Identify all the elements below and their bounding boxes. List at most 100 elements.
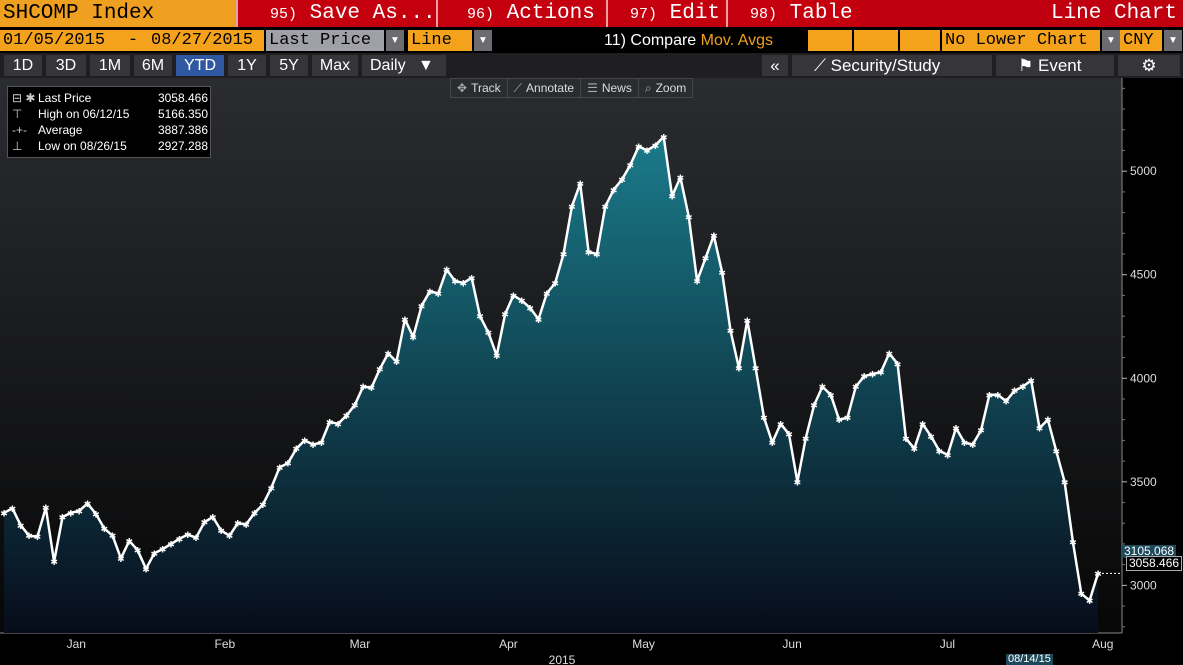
data-point: ✱ bbox=[267, 485, 275, 495]
period-3d-button[interactable]: 3D bbox=[46, 55, 86, 76]
actions-menu[interactable]: 96) Actions ▾ bbox=[436, 0, 606, 50]
data-point: ✱ bbox=[660, 133, 668, 143]
caret-down-icon: ▼ bbox=[418, 57, 434, 74]
data-point: ✱ bbox=[409, 333, 417, 343]
data-point: ✱ bbox=[844, 414, 852, 424]
security-study-button[interactable]: ⟋ Security/Study bbox=[792, 55, 992, 76]
chevron-down-icon[interactable]: ▼ bbox=[474, 30, 492, 51]
period-5y-button[interactable]: 5Y bbox=[270, 55, 308, 76]
news-icon: ☰ bbox=[587, 81, 598, 95]
frequency-select[interactable]: Daily ▼ bbox=[362, 55, 446, 76]
start-date-field[interactable]: 01/05/2015 bbox=[0, 30, 118, 51]
legend-label: Low on 08/26/15 bbox=[38, 139, 127, 153]
period-max-button[interactable]: Max bbox=[312, 55, 358, 76]
price-chart[interactable]: 3000 3500 4000 4500 5000 Jan Feb Mar Apr May Jun Ju… bbox=[0, 78, 1183, 665]
data-point: ✱ bbox=[551, 280, 559, 290]
currency-select[interactable]: CNY bbox=[1120, 30, 1162, 51]
data-point: ✱ bbox=[1086, 597, 1094, 607]
period-1y-button[interactable]: 1Y bbox=[228, 55, 266, 76]
period-6m-button[interactable]: 6M bbox=[134, 55, 172, 76]
x-tick-label: Apr bbox=[499, 637, 518, 651]
data-point: ✱ bbox=[936, 447, 944, 457]
y-tick-label: 3000 bbox=[1130, 578, 1157, 592]
data-point: ✱ bbox=[969, 441, 977, 451]
low-marker-icon: ⊥ bbox=[12, 139, 23, 153]
data-point: ✱ bbox=[284, 460, 292, 470]
data-point: ✱ bbox=[209, 514, 217, 524]
lower-chart-select[interactable]: No Lower Chart bbox=[942, 30, 1100, 51]
annotate-tool[interactable]: ⟋ Annotate bbox=[508, 79, 582, 97]
data-point: ✱ bbox=[368, 384, 376, 394]
menu-number: 96) bbox=[467, 6, 495, 23]
compare-button[interactable]: 11) Compare Mov. Avgs bbox=[604, 30, 773, 51]
data-point: ✱ bbox=[1027, 377, 1035, 387]
crosshair-date-tag: 08/14/15 bbox=[1006, 653, 1053, 665]
end-date-field[interactable]: 08/27/2015 bbox=[148, 30, 264, 51]
compare-label: 11) Compare bbox=[604, 32, 697, 49]
zoom-tool[interactable]: ⌕ Zoom bbox=[639, 79, 692, 97]
flag-icon: ⚑ bbox=[1018, 56, 1034, 75]
data-point: ✱ bbox=[326, 418, 334, 428]
field-select[interactable]: Last Price bbox=[266, 30, 384, 51]
data-point: ✱ bbox=[426, 288, 434, 298]
data-point: ✱ bbox=[117, 555, 125, 565]
news-tool[interactable]: ☰ News bbox=[581, 79, 639, 97]
data-point: ✱ bbox=[927, 433, 935, 443]
legend-value: 3058.466 bbox=[157, 91, 208, 105]
edit-menu[interactable]: 97) Edit ▾ bbox=[606, 0, 726, 50]
track-tool[interactable]: ✥ Track bbox=[451, 79, 508, 97]
data-point: ✱ bbox=[802, 435, 810, 445]
data-point: ✱ bbox=[1069, 538, 1077, 548]
menu-label: Edit bbox=[669, 2, 721, 25]
data-point: ✱ bbox=[702, 255, 710, 265]
security-study-label: Security/Study bbox=[830, 56, 941, 75]
data-point: ✱ bbox=[167, 540, 175, 550]
menu-label: Save As... bbox=[309, 2, 436, 25]
pencil-icon: ⟋ bbox=[513, 81, 523, 95]
chart-toolbar: ✥ Track ⟋ Annotate ☰ News ⌕ Zoom bbox=[450, 78, 694, 98]
data-point: ✱ bbox=[585, 248, 593, 258]
data-point: ✱ bbox=[1002, 398, 1010, 408]
data-point: ✱ bbox=[318, 439, 326, 449]
chevron-down-icon[interactable]: ▼ bbox=[386, 30, 404, 51]
data-point: ✱ bbox=[827, 391, 835, 401]
gear-icon[interactable]: ⚙ bbox=[1118, 55, 1180, 76]
chevron-down-icon[interactable]: ▼ bbox=[1102, 30, 1120, 51]
legend-value: 2927.288 bbox=[157, 139, 208, 153]
data-point: ✱ bbox=[142, 565, 150, 575]
chart-line-icon: ⟋ bbox=[814, 56, 826, 75]
data-point: ✱ bbox=[643, 147, 651, 157]
chart-legend[interactable]: ⊟ ✱ Last Price 3058.466 ⊤ High on 06/12/15 5… bbox=[7, 86, 211, 158]
data-point: ✱ bbox=[852, 383, 860, 393]
event-button[interactable]: ⚑ Event bbox=[996, 55, 1114, 76]
price-series-line[interactable] bbox=[3, 135, 1100, 602]
compare-slot-3[interactable] bbox=[900, 30, 940, 51]
data-point: ✱ bbox=[994, 391, 1002, 401]
legend-row-low: ⊥ Low on 08/26/15 2927.288 bbox=[12, 138, 208, 154]
style-select[interactable]: Line bbox=[408, 30, 472, 51]
x-tick-label: May bbox=[632, 637, 655, 651]
data-point: ✱ bbox=[25, 532, 33, 542]
compare-slot-1[interactable] bbox=[808, 30, 852, 51]
chevron-down-icon[interactable]: ▼ bbox=[1164, 30, 1182, 51]
data-point: ✱ bbox=[952, 424, 960, 434]
tool-label: Zoom bbox=[655, 81, 687, 95]
data-point: ✱ bbox=[460, 280, 468, 290]
x-tick-label: Jan bbox=[67, 637, 86, 651]
save-as-button[interactable]: 95) Save As... bbox=[236, 0, 436, 27]
data-point: ✱ bbox=[576, 180, 584, 190]
data-point: ✱ bbox=[226, 532, 234, 542]
ticker-field[interactable]: SHCOMP Index bbox=[0, 0, 236, 27]
collapse-icon[interactable]: « bbox=[762, 55, 788, 76]
period-1m-button[interactable]: 1M bbox=[90, 55, 130, 76]
period-ytd-button[interactable]: YTD bbox=[176, 55, 224, 76]
data-point: ✱ bbox=[493, 352, 501, 362]
table-button[interactable]: 98) Table bbox=[726, 0, 860, 27]
compare-slot-2[interactable] bbox=[854, 30, 898, 51]
data-point: ✱ bbox=[125, 537, 133, 547]
data-point: ✱ bbox=[618, 176, 626, 186]
frequency-label: Daily bbox=[370, 57, 406, 74]
data-point: ✱ bbox=[0, 509, 8, 519]
period-1d-button[interactable]: 1D bbox=[4, 55, 42, 76]
data-point: ✱ bbox=[451, 277, 459, 287]
